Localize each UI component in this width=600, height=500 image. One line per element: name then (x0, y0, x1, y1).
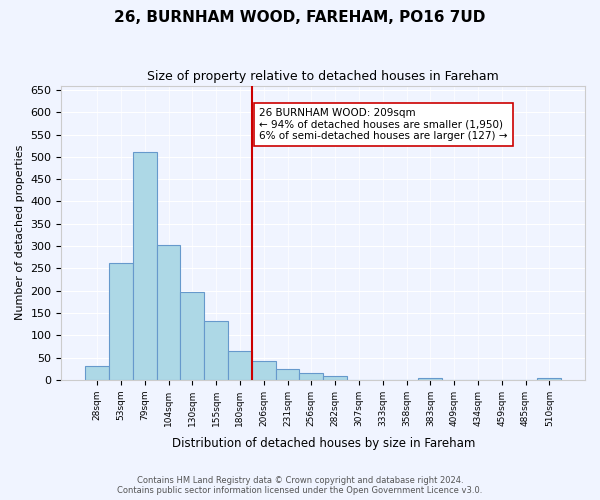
Bar (252, 361, 275, 380)
Text: 26, BURNHAM WOOD, FAREHAM, PO16 7UD: 26, BURNHAM WOOD, FAREHAM, PO16 7UD (115, 10, 485, 25)
Bar (418, 378, 442, 380)
Bar (538, 378, 561, 380)
Bar (109, 262, 133, 380)
X-axis label: Distribution of detached houses by size in Fareham: Distribution of detached houses by size … (172, 437, 475, 450)
Bar (85, 366, 109, 380)
Title: Size of property relative to detached houses in Fareham: Size of property relative to detached ho… (148, 70, 499, 83)
Bar (133, 152, 157, 380)
Text: 26 BURNHAM WOOD: 209sqm
← 94% of detached houses are smaller (1,950)
6% of semi-: 26 BURNHAM WOOD: 209sqm ← 94% of detache… (259, 108, 508, 141)
Bar (299, 372, 323, 380)
Bar (157, 244, 181, 380)
Bar (275, 369, 299, 380)
Bar (228, 351, 252, 380)
Bar (323, 376, 347, 380)
Y-axis label: Number of detached properties: Number of detached properties (15, 145, 25, 320)
Text: Contains HM Land Registry data © Crown copyright and database right 2024.
Contai: Contains HM Land Registry data © Crown c… (118, 476, 482, 495)
Bar (204, 322, 228, 380)
Bar (181, 292, 204, 380)
